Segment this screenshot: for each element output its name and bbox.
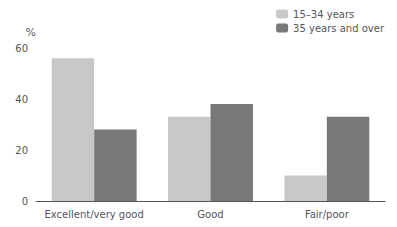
svg-text:Excellent/very good: Excellent/very good — [45, 209, 144, 220]
svg-text:Good: Good — [197, 209, 223, 220]
svg-text:20: 20 — [15, 145, 28, 156]
svg-text:60: 60 — [15, 43, 28, 54]
svg-text:Fair/poor: Fair/poor — [305, 209, 350, 220]
svg-text:40: 40 — [15, 94, 28, 105]
svg-text:15–34 years: 15–34 years — [293, 9, 354, 20]
svg-text:0: 0 — [22, 196, 28, 207]
svg-text:%: % — [26, 26, 36, 39]
svg-text:35 years and over: 35 years and over — [293, 23, 385, 34]
